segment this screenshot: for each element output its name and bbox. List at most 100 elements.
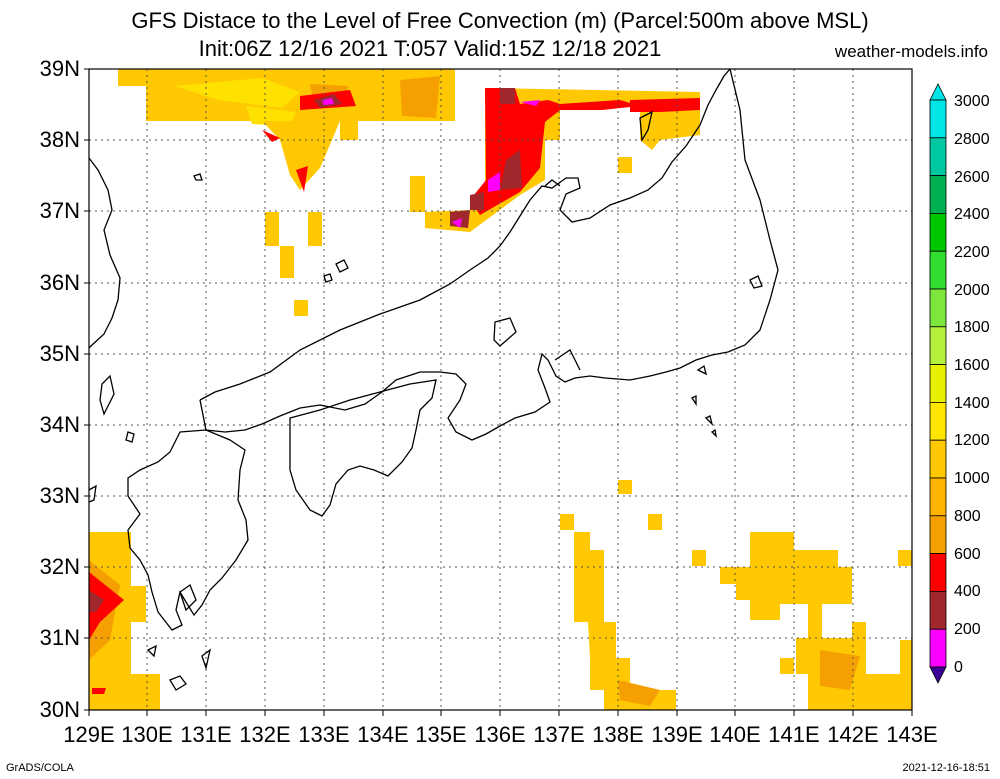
colorbar-swatch (929, 250, 947, 290)
coast-kyushu (127, 429, 249, 631)
shade-dred (500, 88, 515, 104)
coastlines (88, 68, 779, 691)
island-tsushima (99, 374, 115, 416)
shade-band-north-2 (262, 121, 340, 190)
footer-timestamp: 2021-12-16-18:51 (902, 762, 990, 774)
coast-izu (554, 349, 581, 371)
shade-orange (820, 650, 860, 690)
colorbar-label: 2200 (954, 244, 990, 261)
island (193, 173, 203, 181)
lon-label: 142E (827, 722, 879, 747)
lat-label: 39N (39, 56, 80, 81)
coast-korea (88, 157, 121, 349)
shade-cell (280, 246, 294, 278)
lon-label: 132E (239, 722, 291, 747)
colorbar-label: 1800 (954, 319, 990, 336)
colorbar-swatch (929, 99, 947, 139)
colorbar-label: 2800 (954, 131, 990, 148)
map-subtitle: Init:06Z 12/16 2021 T:057 Valid:15Z 12/1… (198, 36, 662, 61)
island (335, 259, 349, 273)
shade-magenta (452, 218, 462, 228)
colorbar-arrow-bottom (929, 666, 947, 684)
colorbar-swatch (929, 137, 947, 177)
lat-label: 35N (39, 341, 80, 366)
shade-cell (308, 212, 322, 246)
colorbar-label: 800 (954, 508, 981, 525)
island (179, 583, 197, 612)
colorbar-swatch (929, 326, 947, 365)
shade-cell (898, 550, 912, 566)
colorbar-label: 1200 (954, 432, 990, 449)
lon-label: 136E (474, 722, 526, 747)
island (749, 275, 763, 289)
colorbar-label: 3000 (954, 93, 990, 110)
shade-orange (618, 680, 660, 706)
lon-label: 141E (768, 722, 820, 747)
colorbar-label: 400 (954, 583, 981, 600)
colorbar-swatch (929, 175, 947, 214)
island (696, 364, 707, 376)
shade-dred (89, 590, 104, 612)
island (704, 415, 714, 427)
lon-label: 135E (415, 722, 467, 747)
coast-sado (493, 317, 517, 347)
colorbar-label: 2000 (954, 282, 990, 299)
colorbar-swatch (929, 212, 947, 252)
lon-label: 139E (651, 722, 703, 747)
island (88, 484, 97, 503)
island (125, 431, 135, 443)
lfc-shading (89, 69, 912, 710)
shade-dred (470, 192, 484, 210)
coast-shikoku (289, 379, 437, 517)
colorbar-label: 1600 (954, 357, 990, 374)
colorbar-label: 2400 (954, 206, 990, 223)
colorbar-swatch (929, 364, 947, 403)
shade-magenta (488, 172, 500, 192)
site-credit: weather-models.info (834, 42, 988, 61)
lon-label: 134E (357, 722, 409, 747)
lat-label: 38N (39, 127, 80, 152)
colorbar-swatch (929, 628, 947, 668)
shade-cell (618, 480, 632, 494)
island (323, 273, 333, 283)
island (169, 675, 187, 691)
island (691, 394, 697, 407)
lat-label: 33N (39, 483, 80, 508)
lat-label: 31N (39, 625, 80, 650)
colorbar-label: 2600 (954, 169, 990, 186)
colorbar-swatch (929, 477, 947, 517)
island (710, 428, 717, 438)
lat-label: 37N (39, 198, 80, 223)
lat-label: 36N (39, 270, 80, 295)
coast-honshu-south (199, 68, 779, 441)
colorbar-swatch (929, 288, 947, 328)
shade-cell (648, 514, 662, 530)
shade-strip-south (574, 532, 676, 710)
shade-cell (692, 550, 706, 566)
colorbar-label: 200 (954, 621, 981, 638)
shade-dred (500, 150, 522, 190)
colorbar-swatch (929, 515, 947, 554)
map-title: GFS Distace to the Level of Free Convect… (131, 8, 869, 33)
island (201, 648, 212, 671)
lat-label: 30N (39, 697, 80, 722)
colorbar-swatch (929, 553, 947, 592)
coast-honshu-north (199, 68, 731, 401)
colorbar-swatch (929, 439, 947, 479)
colorbar-swatch (929, 401, 947, 441)
shade-cell (560, 514, 574, 530)
colorbar-label: 0 (954, 659, 963, 676)
lon-label: 129E (63, 722, 115, 747)
lat-label: 34N (39, 412, 80, 437)
shade-cell (780, 658, 794, 674)
colorbar-label: 1000 (954, 470, 990, 487)
shade-light (175, 78, 300, 108)
colorbar-swatch (929, 591, 947, 630)
lon-label: 138E (592, 722, 644, 747)
colorbar-arrow-top (929, 83, 947, 101)
coast-sado2 (639, 110, 653, 143)
shade-cell (294, 300, 308, 316)
island (146, 644, 157, 658)
lon-label: 143E (886, 722, 938, 747)
